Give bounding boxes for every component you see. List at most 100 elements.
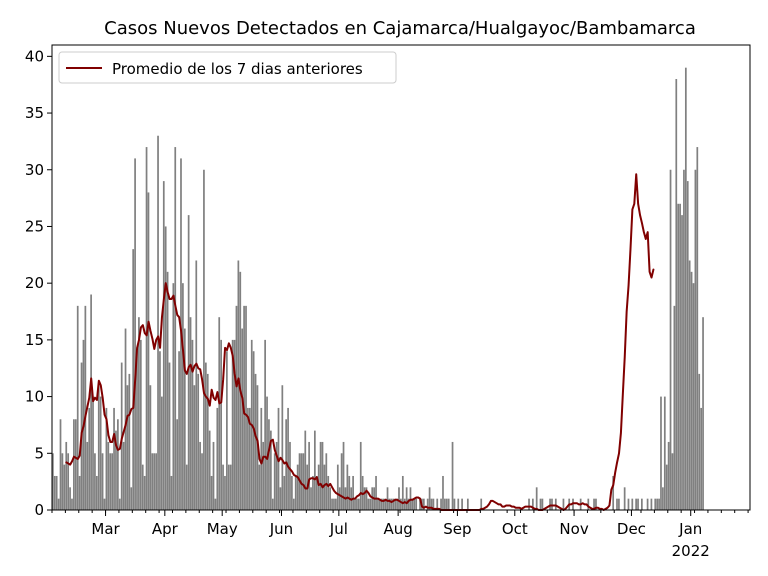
bar bbox=[679, 203, 681, 510]
bar bbox=[380, 498, 383, 510]
bar bbox=[528, 498, 530, 510]
bar bbox=[379, 498, 381, 510]
bar bbox=[183, 328, 186, 510]
bar bbox=[143, 475, 146, 510]
bar bbox=[90, 294, 92, 510]
bar bbox=[216, 407, 219, 510]
bar bbox=[377, 498, 379, 510]
bar bbox=[289, 441, 291, 510]
bar bbox=[684, 67, 687, 511]
bar bbox=[145, 147, 148, 510]
bar bbox=[65, 441, 68, 510]
bar bbox=[422, 498, 425, 510]
bar bbox=[658, 498, 660, 510]
bar bbox=[233, 339, 236, 510]
bar bbox=[631, 498, 634, 510]
bar bbox=[117, 419, 119, 510]
bar bbox=[174, 147, 177, 510]
bar bbox=[218, 317, 221, 510]
bar bbox=[172, 283, 175, 510]
bar bbox=[419, 498, 421, 510]
bar bbox=[432, 498, 435, 510]
bar bbox=[73, 419, 75, 510]
bar bbox=[260, 407, 263, 510]
bar bbox=[367, 498, 370, 510]
bar bbox=[453, 498, 456, 510]
bar bbox=[405, 487, 408, 510]
bar bbox=[413, 498, 416, 510]
bar bbox=[335, 498, 337, 510]
bar bbox=[411, 498, 414, 510]
bar bbox=[440, 498, 442, 510]
bar bbox=[325, 453, 328, 510]
bar bbox=[562, 498, 565, 510]
bar bbox=[700, 407, 702, 510]
bar bbox=[616, 498, 618, 510]
bar bbox=[637, 498, 639, 510]
bar bbox=[327, 475, 330, 510]
bar bbox=[587, 498, 590, 510]
bar bbox=[371, 487, 374, 510]
bar bbox=[677, 203, 680, 510]
bar bbox=[185, 464, 188, 510]
bar bbox=[702, 317, 704, 510]
bar bbox=[671, 453, 674, 510]
bar bbox=[342, 441, 345, 510]
bar bbox=[227, 464, 230, 510]
bar bbox=[99, 396, 102, 510]
x-tick-label: Apr bbox=[152, 520, 179, 538]
bar bbox=[197, 373, 200, 510]
bar bbox=[428, 487, 431, 510]
bar bbox=[208, 430, 211, 510]
bar bbox=[296, 464, 299, 510]
bar bbox=[166, 271, 169, 510]
bar bbox=[694, 169, 697, 510]
bar bbox=[292, 498, 295, 510]
bar bbox=[312, 475, 314, 510]
bar bbox=[363, 487, 366, 510]
bar bbox=[270, 430, 272, 510]
bar bbox=[107, 441, 110, 510]
x-tick-label: Jul bbox=[329, 520, 348, 538]
bar bbox=[204, 362, 207, 510]
bar bbox=[59, 419, 62, 510]
bar bbox=[535, 487, 538, 510]
bar bbox=[384, 498, 387, 510]
bar bbox=[76, 305, 79, 510]
bar bbox=[375, 475, 377, 510]
x-tick-sublabel: 2022 bbox=[672, 542, 710, 560]
bar bbox=[698, 373, 701, 510]
bar bbox=[97, 385, 100, 510]
bar bbox=[147, 192, 150, 510]
bar bbox=[53, 475, 56, 510]
legend: Promedio de los 7 dias anteriores bbox=[58, 51, 397, 84]
bar bbox=[390, 498, 393, 510]
bar bbox=[254, 373, 257, 510]
bar bbox=[549, 498, 551, 510]
bar bbox=[336, 464, 339, 510]
bar bbox=[308, 441, 310, 510]
y-tick-label: 20 bbox=[25, 274, 44, 292]
bar bbox=[109, 453, 112, 510]
x-tick-label: May bbox=[207, 520, 238, 538]
bar bbox=[170, 475, 173, 510]
bar bbox=[92, 396, 94, 510]
bar bbox=[466, 498, 469, 510]
bar bbox=[222, 464, 224, 510]
bar bbox=[623, 487, 626, 510]
bar bbox=[447, 498, 450, 510]
y-tick-label: 25 bbox=[25, 217, 44, 235]
x-tick-label: Dec bbox=[617, 520, 646, 538]
bar bbox=[329, 487, 332, 510]
bar bbox=[662, 487, 664, 510]
bar bbox=[457, 498, 460, 510]
bar bbox=[654, 498, 657, 510]
bar bbox=[268, 419, 270, 510]
bar bbox=[313, 430, 316, 510]
bar bbox=[696, 147, 699, 510]
bar bbox=[333, 498, 335, 510]
y-tick-label: 5 bbox=[34, 444, 44, 462]
bar bbox=[71, 498, 73, 510]
bar bbox=[451, 441, 454, 510]
